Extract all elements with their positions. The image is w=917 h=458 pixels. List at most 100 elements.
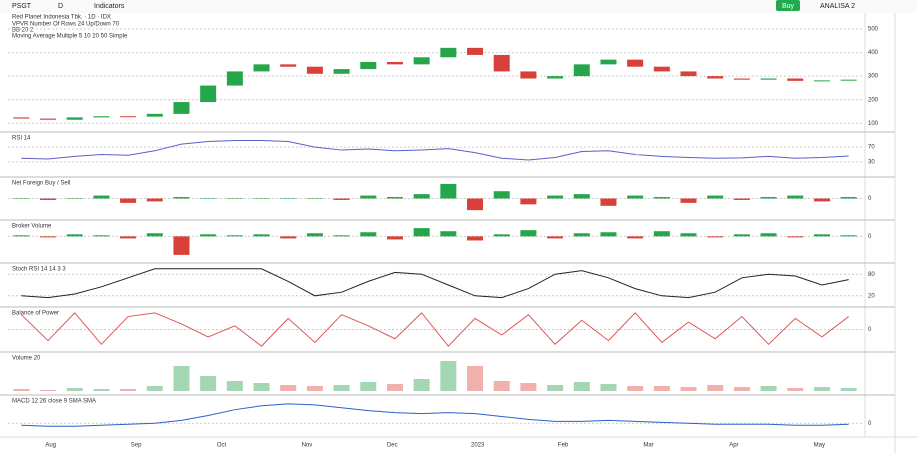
bar <box>360 232 377 237</box>
bar <box>707 236 724 238</box>
bar <box>93 235 110 237</box>
y-tick-label: 20 <box>868 293 875 299</box>
bar <box>200 198 217 199</box>
bar <box>413 228 430 237</box>
bar <box>253 198 270 199</box>
bar <box>627 195 644 199</box>
candle <box>440 47 457 58</box>
interval[interactable]: D <box>58 3 63 10</box>
candle <box>413 57 430 65</box>
candle <box>200 85 217 103</box>
volume-bar <box>280 385 297 391</box>
indicator-line <box>20 312 849 347</box>
candle <box>13 117 30 119</box>
candle <box>573 64 590 77</box>
x-tick-label: Sep <box>131 443 142 449</box>
bar <box>733 234 750 237</box>
pane-label: RSI 14 <box>12 136 31 142</box>
volume-bar <box>547 385 564 391</box>
pane-label: Volume 20 <box>12 356 41 362</box>
volume-bar <box>146 386 163 391</box>
volume-bar <box>840 388 857 391</box>
bar <box>413 194 430 199</box>
candle <box>66 117 83 120</box>
buy-button[interactable] <box>776 0 800 11</box>
candle <box>333 69 350 74</box>
candle <box>360 62 377 70</box>
bar <box>253 234 270 237</box>
bar <box>146 233 163 237</box>
candle <box>146 113 163 117</box>
bar <box>173 197 190 199</box>
buy-label[interactable]: Buy <box>782 3 795 10</box>
layout-name[interactable]: ANALISA 2 <box>820 3 855 10</box>
bar <box>386 197 403 199</box>
bar <box>333 235 350 237</box>
candle <box>840 79 857 81</box>
bar <box>146 198 163 202</box>
volume-bar <box>120 389 137 391</box>
volume-bar <box>440 361 457 391</box>
volume-bar <box>386 384 403 391</box>
pane-label: Balance of Power <box>12 311 59 317</box>
volume-bar <box>306 386 323 391</box>
volume-bar <box>413 379 430 391</box>
candle <box>467 47 484 55</box>
bar <box>680 233 697 237</box>
y-tick-label: 0 <box>868 327 872 333</box>
candle <box>653 66 670 72</box>
x-tick-label: Feb <box>558 443 569 449</box>
candle <box>493 54 510 72</box>
bar <box>787 195 804 199</box>
bar <box>840 235 857 237</box>
candle <box>253 64 270 72</box>
bar <box>306 198 323 199</box>
bar <box>440 183 457 199</box>
volume-bar <box>13 389 30 391</box>
volume-bar <box>600 384 617 391</box>
candle <box>707 76 724 79</box>
candle <box>733 78 750 80</box>
x-tick-label: Dec <box>387 443 398 449</box>
candle <box>93 116 110 118</box>
volume-bar <box>493 381 510 391</box>
volume-bar <box>813 387 830 391</box>
volume-bar <box>653 386 670 391</box>
indicator-line <box>21 139 849 161</box>
indicators-button[interactable]: Indicators <box>94 3 125 10</box>
candle <box>813 80 830 82</box>
volume-bar <box>226 381 243 391</box>
bar <box>200 234 217 237</box>
bar <box>66 198 83 199</box>
volume-bar <box>707 385 724 391</box>
bar <box>653 197 670 199</box>
toolbar <box>0 0 917 13</box>
candle <box>173 102 190 114</box>
candle <box>386 62 403 65</box>
pane-label: Stoch RSI 14 14 3 3 <box>12 267 66 273</box>
pane-sublabel: BB 20 2 <box>12 28 34 34</box>
candle <box>680 71 697 77</box>
y-tick-label: 200 <box>868 97 879 103</box>
candle <box>40 118 57 120</box>
symbol[interactable]: PSGT <box>12 3 32 10</box>
bar <box>493 191 510 199</box>
bar <box>467 198 484 211</box>
bar <box>627 236 644 239</box>
bar <box>40 198 57 200</box>
pane-label: VPVR Number Of Rows 24 Up/Down 70 <box>12 22 120 28</box>
candle <box>306 66 323 74</box>
y-tick-label: 0 <box>868 234 872 240</box>
bar <box>600 232 617 237</box>
candle <box>787 78 804 81</box>
y-tick-label: 300 <box>868 74 879 80</box>
y-tick-label: 0 <box>868 196 872 202</box>
y-tick-label: 500 <box>868 27 879 33</box>
pane-label: Net Foreign Buy / Sell <box>12 181 70 187</box>
bar <box>13 235 30 237</box>
volume-bar <box>760 386 777 391</box>
bar <box>306 233 323 237</box>
y-tick-label: 70 <box>868 145 875 151</box>
volume-bar <box>733 387 750 391</box>
